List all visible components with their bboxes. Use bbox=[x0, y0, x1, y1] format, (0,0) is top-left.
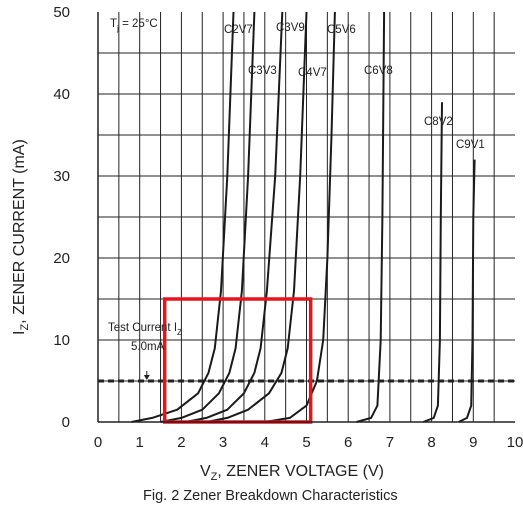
curve-label-c2v7: C2V7 bbox=[224, 24, 253, 36]
x-tick-label: 6 bbox=[344, 434, 352, 451]
x-tick-label: 10 bbox=[507, 434, 523, 451]
y-tick-label: 40 bbox=[53, 86, 70, 103]
y-tick-label: 10 bbox=[53, 332, 70, 349]
x-tick-label: 1 bbox=[136, 434, 144, 451]
curve-label-c6v8: C6V8 bbox=[364, 65, 393, 77]
labels: Tj = 25°C Test Current IZ 5.0mA VZ, ZENE… bbox=[11, 18, 485, 504]
curve-c5v6 bbox=[264, 11, 336, 423]
curve-label-c8v2: C8V2 bbox=[424, 116, 453, 128]
figure-caption: Fig. 2 Zener Breakdown Characteristics bbox=[143, 488, 398, 504]
x-tick-label: 3 bbox=[219, 434, 227, 451]
curve-c3v3 bbox=[160, 11, 256, 423]
x-tick-label: 2 bbox=[177, 434, 185, 451]
curve-label-c5v6: C5V6 bbox=[327, 24, 356, 36]
x-tick-label: 4 bbox=[261, 434, 269, 451]
x-tick-label: 0 bbox=[94, 434, 102, 451]
curve-c2v7 bbox=[131, 11, 235, 423]
curve-c4v7 bbox=[206, 11, 308, 423]
test-current-line-group bbox=[98, 371, 515, 383]
x-tick-label: 5 bbox=[302, 434, 310, 451]
curve-c3v9 bbox=[185, 11, 284, 423]
curves bbox=[131, 11, 476, 423]
test-current-value: 5.0mA bbox=[131, 341, 165, 353]
axes: 0 1 2 3 4 5 6 7 8 9 10 0 10 20 30 40 50 bbox=[53, 4, 523, 451]
curve-label-c3v9: C3V9 bbox=[276, 22, 305, 34]
temperature-note: Tj = 25°C bbox=[110, 18, 158, 33]
y-tick-label: 30 bbox=[53, 168, 70, 185]
curve-label-c9v1: C9V1 bbox=[456, 139, 485, 151]
curve-c9v1 bbox=[458, 159, 476, 423]
curve-c8v2 bbox=[422, 102, 443, 423]
x-tick-label: 8 bbox=[427, 434, 435, 451]
curve-label-c3v3: C3V3 bbox=[248, 65, 277, 77]
y-tick-label: 0 bbox=[62, 414, 70, 431]
test-current-label: Test Current IZ bbox=[108, 322, 182, 337]
curve-c6v8 bbox=[356, 11, 386, 423]
curve-label-c4v7: C4V7 bbox=[298, 67, 327, 79]
x-tick-label: 7 bbox=[386, 434, 394, 451]
y-tick-label: 20 bbox=[53, 250, 70, 267]
test-current-arrowhead bbox=[143, 375, 150, 380]
y-axis-title: IZ, ZENER CURRENT (mA) bbox=[11, 139, 31, 335]
x-axis-title: VZ, ZENER VOLTAGE (V) bbox=[200, 463, 384, 483]
x-tick-label: 9 bbox=[469, 434, 477, 451]
y-tick-label: 50 bbox=[53, 4, 70, 21]
